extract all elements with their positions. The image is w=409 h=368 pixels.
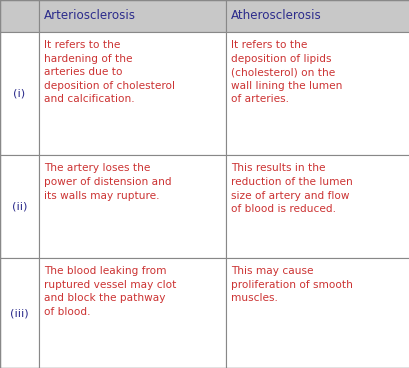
Bar (0, 0, 39, 32)
Text: The artery loses the
power of distension and
its walls may rupture.: The artery loses the power of distension… (44, 163, 171, 201)
Text: This results in the
reduction of the lumen
size of artery and flow
of blood is r: This results in the reduction of the lum… (230, 163, 352, 214)
Bar (39, 0, 225, 32)
Text: The blood leaking from
ruptured vessel may clot
and block the pathway
of blood.: The blood leaking from ruptured vessel m… (44, 266, 176, 317)
Text: It refers to the
deposition of lipids
(cholesterol) on the
wall lining the lumen: It refers to the deposition of lipids (c… (230, 40, 342, 104)
Bar (0, 32, 39, 155)
Text: (iii): (iii) (10, 308, 29, 318)
Text: (i): (i) (13, 89, 25, 99)
Text: It refers to the
hardening of the
arteries due to
deposition of cholesterol
and : It refers to the hardening of the arteri… (44, 40, 175, 104)
Bar (0, 258, 39, 368)
Text: This may cause
proliferation of smooth
muscles.: This may cause proliferation of smooth m… (230, 266, 352, 304)
Bar (39, 258, 225, 368)
Text: (ii): (ii) (12, 202, 27, 212)
Bar (39, 32, 225, 155)
Bar (225, 0, 409, 32)
Text: Atherosclerosis: Atherosclerosis (230, 10, 320, 22)
Text: Arteriosclerosis: Arteriosclerosis (44, 10, 135, 22)
Bar (225, 155, 409, 258)
Bar (225, 258, 409, 368)
Bar (0, 155, 39, 258)
Bar (39, 155, 225, 258)
Bar (225, 32, 409, 155)
